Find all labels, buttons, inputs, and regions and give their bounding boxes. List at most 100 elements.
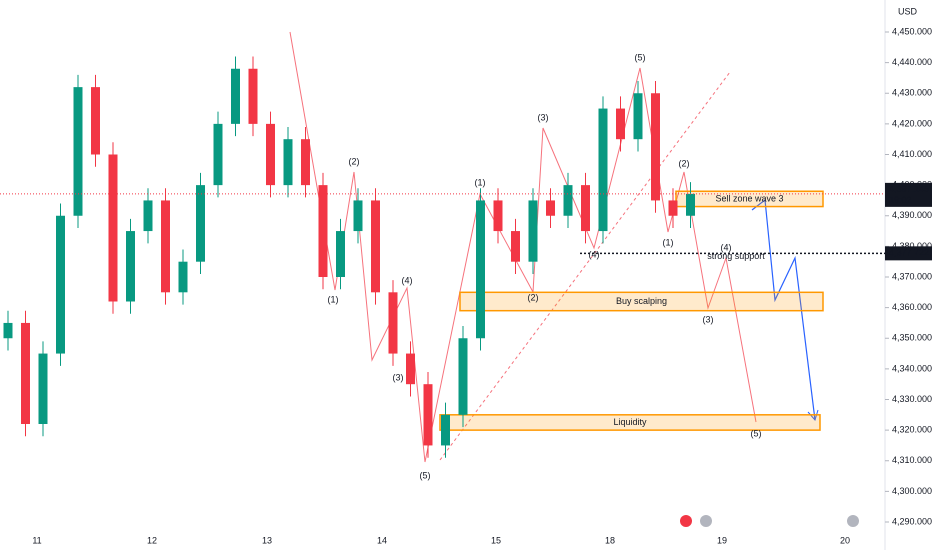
flag-icon	[700, 515, 712, 527]
y-tick-label: 4,380.000	[892, 241, 932, 251]
wave-label: (3)	[538, 112, 549, 122]
candle-body	[231, 68, 240, 124]
flag-icon	[847, 515, 859, 527]
candle-body	[248, 68, 258, 124]
wave-label: (5)	[420, 470, 431, 480]
y-tick-label: 4,390.000	[892, 210, 932, 220]
candle-body	[126, 231, 135, 302]
y-tick-label: 4,310.000	[892, 455, 932, 465]
candle-body	[546, 200, 555, 216]
x-tick-label: 14	[377, 535, 387, 545]
event-icon	[680, 515, 692, 527]
candle-body	[301, 139, 310, 186]
support-label: strong support	[707, 251, 765, 261]
candle-body	[441, 414, 450, 446]
y-tick-label: 4,350.000	[892, 333, 932, 343]
y-tick-label: 4,430.000	[892, 88, 932, 98]
candle-body	[161, 200, 170, 293]
candle-body	[213, 123, 223, 186]
candle-body	[143, 200, 153, 232]
x-tick-label: 12	[147, 535, 157, 545]
wave-drawing	[289, 31, 757, 463]
price-box	[885, 246, 932, 261]
candle-body	[318, 185, 328, 277]
x-tick-label: 15	[491, 535, 501, 545]
price-box	[885, 182, 932, 207]
candle-body	[371, 200, 380, 293]
candle-body	[633, 93, 643, 140]
candle-body	[196, 185, 205, 262]
price-label: 4,377.722	[889, 248, 929, 258]
zone	[675, 190, 824, 208]
candle-body	[686, 193, 695, 216]
wave-label: (4)	[721, 242, 732, 252]
y-tick-label: 4,320.000	[892, 425, 932, 435]
candle-body	[283, 139, 293, 186]
candle-body	[493, 200, 503, 232]
y-tick-label: 4,440.000	[892, 57, 932, 67]
wave-label: (3)	[393, 372, 404, 382]
y-tick-label: 4,290.000	[892, 516, 932, 526]
candle-body	[511, 231, 520, 262]
candle-body	[528, 200, 538, 262]
wave-label: (2)	[349, 156, 360, 166]
candle-body	[406, 353, 415, 385]
candle-body	[178, 261, 188, 293]
candle-body	[458, 338, 468, 415]
x-tick-label: 13	[262, 535, 272, 545]
candle-body	[38, 353, 48, 424]
price-time: 19:02	[889, 195, 912, 205]
zone-label: Buy scalping	[616, 296, 667, 306]
candle-body	[598, 108, 608, 232]
candle-body	[73, 87, 83, 216]
candle-body	[108, 154, 118, 302]
y-tick-label: 4,300.000	[892, 486, 932, 496]
candle-body	[476, 200, 485, 339]
wave-label: (5)	[635, 52, 646, 62]
candle-body	[388, 292, 398, 354]
candle-body	[651, 93, 660, 201]
candle-body	[668, 200, 678, 216]
wave-label: (4)	[402, 275, 413, 285]
zone	[459, 291, 824, 312]
wave-label: (1)	[663, 237, 674, 247]
wave-label: (1)	[475, 177, 486, 187]
currency: USD	[898, 6, 918, 16]
candle-body	[266, 123, 275, 186]
candle-body	[56, 215, 65, 354]
y-tick-label: 4,340.000	[892, 363, 932, 373]
wave-label: (5)	[751, 428, 762, 438]
y-tick-label: 4,450.000	[892, 26, 932, 36]
projection-arrow	[751, 198, 816, 421]
zone-label: Liquidity	[613, 417, 647, 427]
wave-label: (2)	[528, 292, 539, 302]
candle-body	[423, 384, 433, 446]
zone	[439, 414, 821, 431]
wave-label: (2)	[679, 158, 690, 168]
x-tick-label: 18	[605, 535, 615, 545]
candle-body	[91, 87, 100, 155]
x-tick-label: 11	[32, 535, 41, 545]
y-tick-label: 4,370.000	[892, 271, 932, 281]
candle-body	[353, 200, 363, 232]
candle-body	[21, 322, 30, 424]
x-tick-label: 19	[717, 535, 727, 545]
y-tick-label: 4,360.000	[892, 302, 932, 312]
trend-line	[439, 71, 731, 461]
wave-label: (3)	[703, 314, 714, 324]
wave-label: (1)	[328, 294, 339, 304]
candle-body	[336, 231, 345, 277]
price-label: 4,397.145	[889, 184, 929, 194]
candle-body	[616, 108, 625, 140]
wave-label: (4)	[589, 249, 600, 259]
x-tick-label: 20	[840, 535, 850, 545]
zone-label: Sell zone wave 3	[715, 193, 783, 203]
y-tick-label: 4,410.000	[892, 149, 932, 159]
candle-body	[3, 322, 13, 339]
candle-body	[563, 185, 573, 216]
candle-body	[581, 185, 590, 232]
y-tick-label: 4,420.000	[892, 118, 932, 128]
y-tick-label: 4,330.000	[892, 394, 932, 404]
